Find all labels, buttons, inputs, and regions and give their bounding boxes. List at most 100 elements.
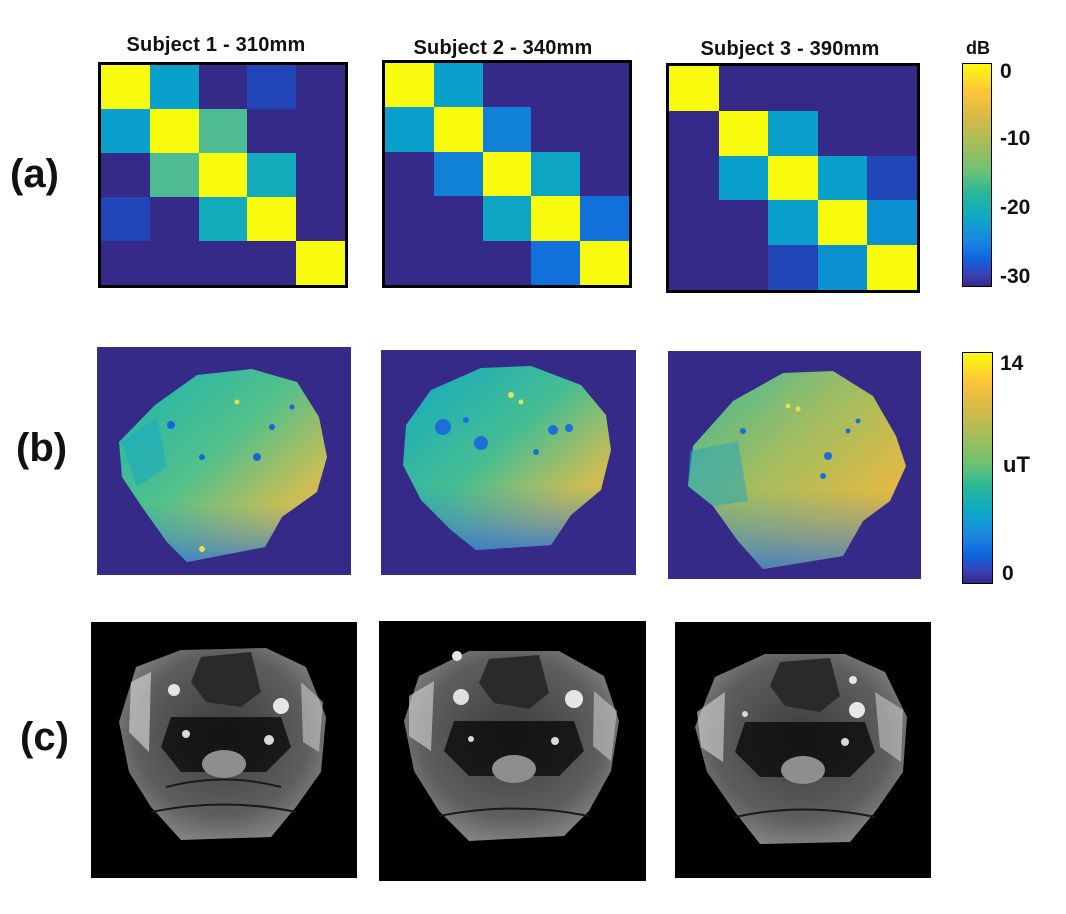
matrix-2-cell-3-2: [482, 196, 532, 241]
matrix-3-cell-0-3: [817, 66, 868, 111]
matrix-1-cell-1-3: [247, 109, 297, 153]
colorbar-ut: [962, 352, 993, 584]
subject-2-title: Subject 2 - 340mm: [413, 37, 593, 59]
matrix-2-cell-0-3: [531, 63, 581, 108]
matrix-2-cell-0-4: [580, 63, 629, 108]
colorbar-a-tick-2: -20: [1000, 196, 1031, 219]
matrix-2-cell-4-3: [531, 240, 581, 285]
matrix-1-cell-3-0: [101, 197, 150, 241]
b1-map-2-image: [403, 366, 611, 550]
mri-image-1-svg: [119, 648, 326, 840]
matrix-1-cell-2-1: [149, 153, 199, 197]
matrix-1-cell-2-2: [198, 153, 248, 197]
matrix-1-cell-2-0: [101, 153, 150, 197]
coupling-matrix-2: [382, 60, 632, 288]
matrix-3-cell-2-3: [817, 155, 868, 201]
matrix-1-cell-3-4: [296, 197, 345, 241]
matrix-3-cell-1-3: [817, 110, 868, 156]
matrix-3-cell-0-0: [669, 66, 719, 111]
matrix-3-cell-3-1: [718, 200, 769, 246]
matrix-3-cell-1-2: [768, 110, 818, 156]
matrix-3-cell-3-3: [817, 200, 868, 246]
matrix-2-cell-3-3: [531, 196, 581, 241]
matrix-3-cell-2-0: [669, 155, 719, 201]
matrix-2-cell-1-2: [482, 107, 532, 152]
b1-map-1-image: [119, 369, 327, 562]
matrix-2-cell-2-4: [580, 151, 629, 197]
matrix-3-cell-4-1: [718, 245, 769, 290]
matrix-1-cell-4-1: [149, 241, 199, 285]
matrix-2-cell-4-4: [580, 240, 629, 285]
matrix-2-cell-3-1: [433, 196, 483, 241]
matrix-3-cell-1-0: [669, 110, 719, 156]
matrix-3-cell-4-3: [817, 245, 868, 290]
mri-image-2-svg: [404, 651, 619, 841]
b1-map-2: [381, 350, 636, 575]
matrix-3-cell-0-1: [718, 66, 769, 111]
colorbar-b-tick-min: 0: [1002, 562, 1014, 585]
colorbar-a-unit: dB: [966, 38, 990, 58]
mri-image-3-svg: [695, 654, 907, 844]
matrix-2-cell-0-1: [433, 63, 483, 108]
matrix-3-cell-2-4: [867, 155, 917, 201]
matrix-1-cell-3-2: [198, 197, 248, 241]
colorbar-b-unit: uT: [1003, 452, 1030, 477]
matrix-2-cell-1-1: [433, 107, 483, 152]
b1-map-3-image: [688, 371, 906, 569]
matrix-1-cell-0-4: [296, 65, 345, 109]
matrix-3-cell-3-0: [669, 200, 719, 246]
matrix-3-cell-3-4: [867, 200, 917, 246]
matrix-1-cell-0-3: [247, 65, 297, 109]
colorbar-db: [962, 63, 992, 287]
matrix-2-cell-4-0: [385, 240, 434, 285]
matrix-2-cell-1-0: [385, 107, 434, 152]
mri-image-2: [379, 621, 646, 881]
colorbar-a-tick-0: 0: [1000, 60, 1012, 83]
matrix-2-cell-2-1: [433, 151, 483, 197]
matrix-1-cell-1-0: [101, 109, 150, 153]
matrix-2-cell-4-1: [433, 240, 483, 285]
matrix-1-cell-0-1: [149, 65, 199, 109]
matrix-1-cell-0-2: [198, 65, 248, 109]
b1-map-1: [97, 347, 351, 575]
matrix-1-cell-4-3: [247, 241, 297, 285]
matrix-1-cell-4-2: [198, 241, 248, 285]
coupling-matrix-3: [666, 63, 920, 293]
matrix-2-cell-3-0: [385, 196, 434, 241]
matrix-3-cell-2-1: [718, 155, 769, 201]
coupling-matrix-1: [98, 62, 348, 288]
matrix-1-cell-2-4: [296, 153, 345, 197]
mri-image-3: [675, 622, 931, 878]
matrix-1-cell-2-3: [247, 153, 297, 197]
row-label-a: (a): [10, 152, 59, 196]
matrix-1-cell-1-4: [296, 109, 345, 153]
matrix-1-cell-0-0: [101, 65, 150, 109]
subject-3-title: Subject 3 - 390mm: [700, 38, 880, 60]
matrix-2-cell-2-0: [385, 151, 434, 197]
matrix-1-cell-1-2: [198, 109, 248, 153]
mri-image-1: [91, 622, 357, 878]
matrix-3-cell-0-2: [768, 66, 818, 111]
matrix-2-cell-4-2: [482, 240, 532, 285]
matrix-2-cell-2-3: [531, 151, 581, 197]
matrix-1-cell-3-3: [247, 197, 297, 241]
matrix-3-cell-1-4: [867, 110, 917, 156]
matrix-1-cell-4-0: [101, 241, 150, 285]
matrix-3-cell-4-2: [768, 245, 818, 290]
b1-map-3: [668, 351, 921, 579]
matrix-1-cell-1-1: [149, 109, 199, 153]
matrix-3-cell-4-0: [669, 245, 719, 290]
matrix-2-cell-0-2: [482, 63, 532, 108]
matrix-3-cell-0-4: [867, 66, 917, 111]
matrix-2-cell-2-2: [482, 151, 532, 197]
colorbar-a-tick-1: -10: [1000, 127, 1031, 150]
colorbar-b-tick-max: 14: [1000, 352, 1024, 375]
matrix-3-cell-2-2: [768, 155, 818, 201]
colorbar-a-tick-3: -30: [1000, 265, 1031, 288]
matrix-2-cell-1-3: [531, 107, 581, 152]
matrix-3-cell-3-2: [768, 200, 818, 246]
row-label-b: (b): [16, 426, 68, 470]
matrix-1-cell-4-4: [296, 241, 345, 285]
matrix-1-cell-3-1: [149, 197, 199, 241]
matrix-2-cell-3-4: [580, 196, 629, 241]
